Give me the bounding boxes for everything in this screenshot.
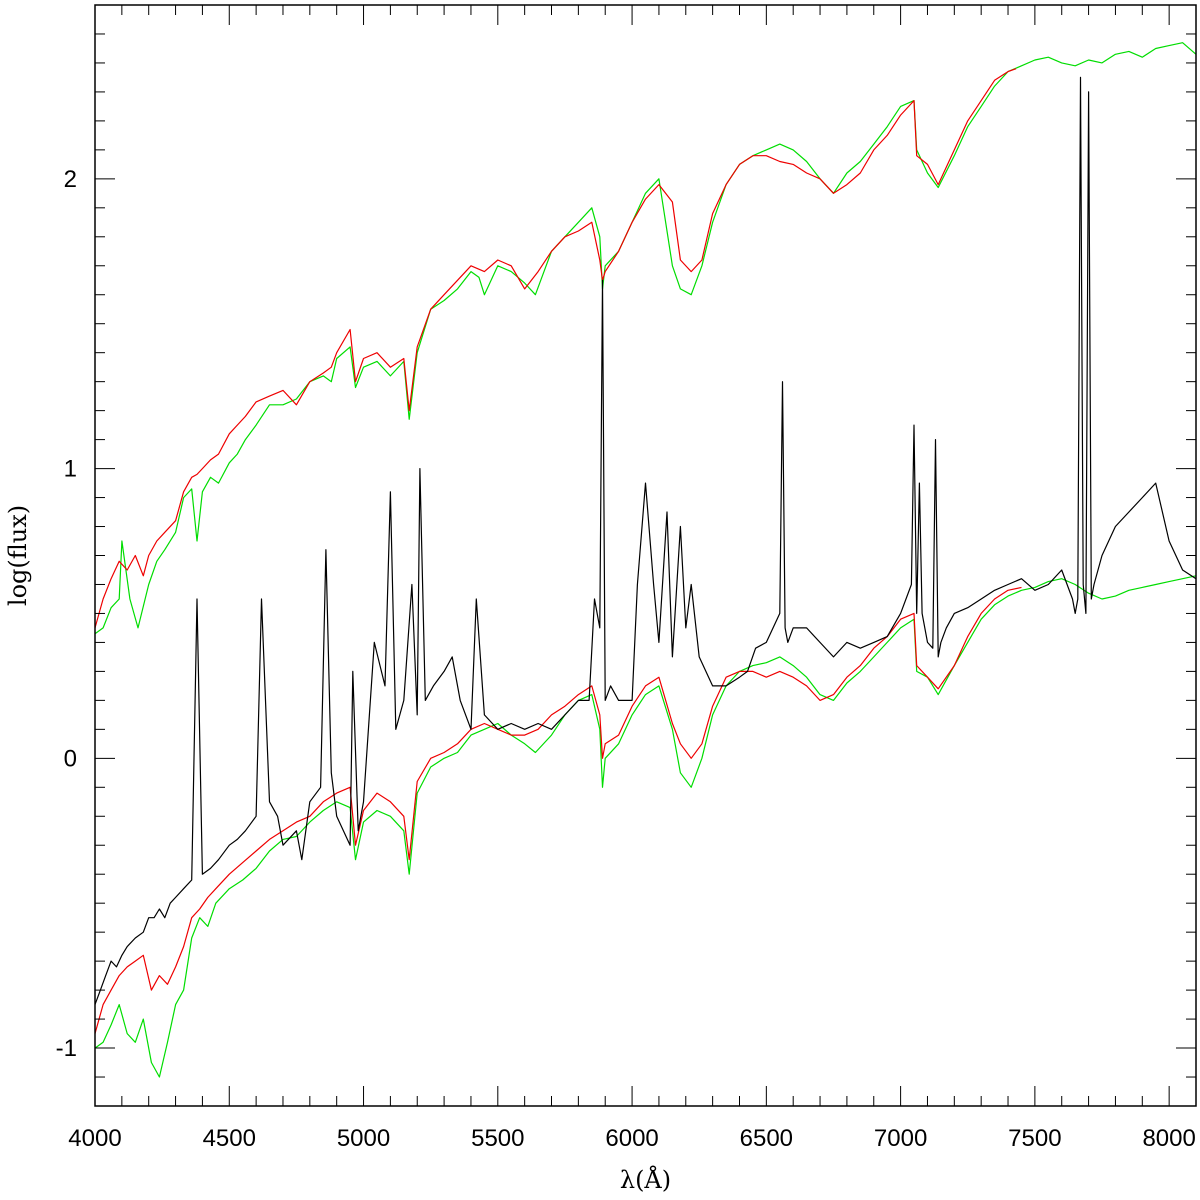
series-line-2 [94, 575, 1197, 1078]
series-line-3 [94, 586, 1022, 1034]
x-tick-labels: 4000 4500 5000 5500 6000 6500 7000 7500 8000 [68, 1125, 1196, 1152]
plot-lines [94, 42, 1197, 1078]
axis-ticks [94, 4, 1197, 1107]
x-tick-label: 6500 [740, 1125, 793, 1152]
y-axis-label: log(flux) [4, 505, 32, 606]
series-line-1 [94, 68, 1017, 629]
x-tick-label: 7000 [874, 1125, 927, 1152]
x-tick-label: 4000 [68, 1125, 121, 1152]
x-axis-label: λ(Å) [620, 1165, 671, 1194]
series-line-0 [94, 42, 1197, 635]
x-tick-label: 8000 [1142, 1125, 1195, 1152]
y-tick-label: -1 [56, 1035, 77, 1062]
series-line-4 [94, 76, 1197, 1005]
x-tick-label: 4500 [203, 1125, 256, 1152]
y-tick-labels: -1 0 1 2 [56, 166, 77, 1062]
x-tick-label: 5500 [471, 1125, 524, 1152]
x-tick-label: 6000 [605, 1125, 658, 1152]
plot-frame [94, 4, 1197, 1107]
y-tick-label: 2 [64, 166, 77, 193]
x-tick-label: 5000 [337, 1125, 390, 1152]
y-tick-label: 1 [64, 456, 77, 483]
x-tick-label: 7500 [1008, 1125, 1061, 1152]
y-tick-label: 0 [64, 745, 77, 772]
